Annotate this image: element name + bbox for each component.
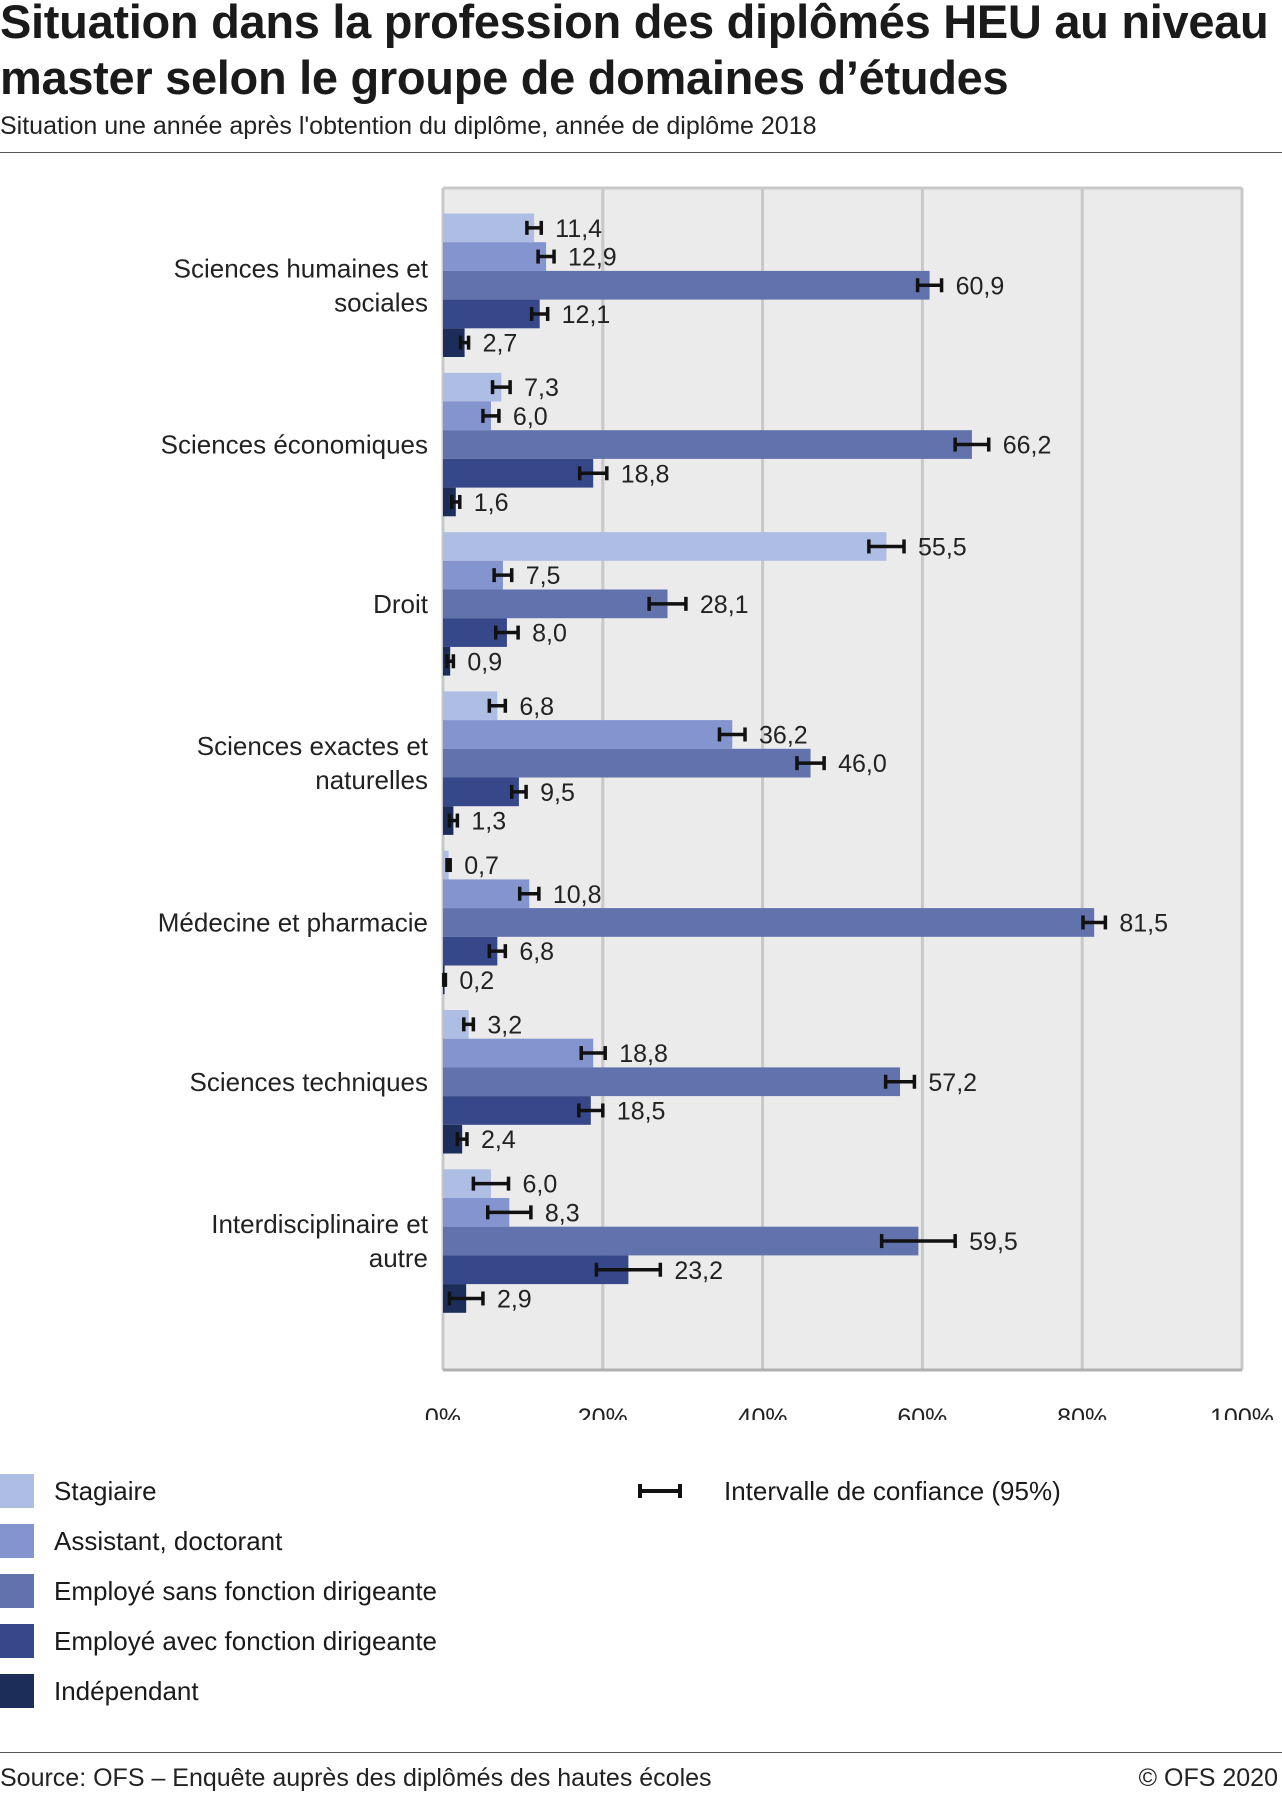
legend-item: Employé avec fonction dirigeante bbox=[0, 1624, 437, 1658]
bar bbox=[443, 908, 1095, 937]
bar bbox=[443, 1124, 463, 1154]
data-label: 10,8 bbox=[553, 881, 602, 909]
legend-label: Indépendant bbox=[54, 1676, 199, 1706]
data-label: 9,5 bbox=[540, 779, 575, 807]
legend-label: Assistant, doctorant bbox=[54, 1526, 283, 1556]
bar bbox=[443, 589, 668, 619]
x-tick-label: 20% bbox=[578, 1404, 628, 1420]
data-label: 36,2 bbox=[759, 721, 808, 749]
bar bbox=[443, 270, 930, 300]
plot-area bbox=[443, 188, 1242, 1370]
data-label: 28,1 bbox=[700, 591, 749, 619]
category-label: Médecine et pharmacie bbox=[158, 907, 428, 937]
x-tick-label: 0% bbox=[425, 1404, 461, 1420]
data-label: 2,9 bbox=[497, 1285, 532, 1313]
data-label: 60,9 bbox=[956, 272, 1005, 300]
bar bbox=[443, 1038, 594, 1068]
data-label: 8,0 bbox=[532, 620, 567, 648]
category-label: Sciences économiques bbox=[161, 430, 428, 460]
data-label: 0,9 bbox=[467, 648, 502, 676]
x-tick-label: 40% bbox=[738, 1404, 788, 1420]
data-label: 46,0 bbox=[838, 750, 887, 778]
data-label: 8,3 bbox=[545, 1199, 580, 1227]
bar bbox=[443, 299, 540, 329]
data-label: 1,3 bbox=[471, 808, 506, 836]
copyright-note: © OFS 2020 bbox=[1138, 1764, 1278, 1792]
ci-legend-label: Intervalle de confiance (95%) bbox=[724, 1476, 1061, 1506]
x-tick-label: 60% bbox=[897, 1404, 947, 1420]
bar bbox=[443, 242, 547, 271]
bar bbox=[443, 213, 535, 243]
data-label: 66,2 bbox=[1003, 432, 1052, 460]
bar bbox=[443, 748, 811, 778]
category-label: Sciences humaines et bbox=[174, 253, 429, 283]
bar bbox=[443, 1067, 901, 1097]
data-label: 7,3 bbox=[524, 374, 559, 402]
data-label: 0,7 bbox=[464, 852, 499, 880]
bar bbox=[443, 430, 972, 459]
data-label: 57,2 bbox=[928, 1069, 977, 1097]
category-label: Sciences techniques bbox=[190, 1067, 428, 1097]
header-divider bbox=[0, 152, 1282, 153]
chart-title: Situation dans la profession des diplômé… bbox=[0, 0, 1269, 104]
legend-swatch bbox=[0, 1624, 34, 1658]
category-label: Interdisciplinaire et bbox=[211, 1209, 429, 1239]
bar bbox=[443, 487, 456, 517]
data-label: 3,2 bbox=[487, 1011, 522, 1039]
data-label: 2,7 bbox=[483, 330, 518, 358]
legend-label: Stagiaire bbox=[54, 1476, 157, 1506]
data-label: 0,2 bbox=[459, 967, 494, 995]
data-label: 6,0 bbox=[513, 403, 548, 431]
data-label: 18,8 bbox=[621, 460, 670, 488]
legend-swatch bbox=[0, 1674, 34, 1708]
bar bbox=[443, 1226, 919, 1256]
data-label: 1,6 bbox=[474, 489, 509, 517]
footer-divider bbox=[0, 1752, 1282, 1753]
bar bbox=[443, 532, 887, 561]
bar bbox=[443, 328, 465, 357]
source-note: Source: OFS – Enquête auprès des diplômé… bbox=[0, 1764, 712, 1792]
data-label: 12,9 bbox=[568, 244, 617, 272]
legend-item: Indépendant bbox=[0, 1674, 199, 1708]
data-label: 55,5 bbox=[918, 533, 967, 561]
bar bbox=[443, 720, 733, 749]
data-label: 23,2 bbox=[674, 1257, 723, 1285]
category-label: Sciences exactes et bbox=[197, 731, 429, 761]
data-label: 81,5 bbox=[1119, 909, 1168, 937]
legend-item: Stagiaire bbox=[0, 1474, 157, 1508]
legend-label: Employé avec fonction dirigeante bbox=[54, 1626, 438, 1656]
bar bbox=[443, 1096, 591, 1125]
data-label: 6,8 bbox=[519, 693, 554, 721]
x-tick-label: 80% bbox=[1057, 1404, 1107, 1420]
category-label: autre bbox=[369, 1243, 428, 1273]
data-label: 2,4 bbox=[481, 1126, 516, 1154]
category-label: Droit bbox=[373, 589, 429, 619]
data-label: 18,5 bbox=[617, 1097, 666, 1125]
data-label: 6,8 bbox=[519, 938, 554, 966]
category-label: naturelles bbox=[315, 765, 428, 795]
bar-chart: 0% 20% 40% 60% 80% 100% Sciences humaines et so… bbox=[158, 186, 1274, 1420]
x-tick-label: 100% bbox=[1210, 1404, 1274, 1420]
chart-subtitle: Situation une année après l'obtention du… bbox=[0, 112, 817, 140]
data-label: 7,5 bbox=[526, 562, 561, 590]
legend-item: Assistant, doctorant bbox=[0, 1524, 282, 1558]
category-label: sociales bbox=[334, 287, 428, 317]
legend-swatch bbox=[0, 1574, 34, 1608]
data-label: 11,4 bbox=[555, 215, 602, 243]
legend-swatch bbox=[0, 1474, 34, 1508]
data-label: 6,0 bbox=[523, 1171, 558, 1199]
ci-legend-item: Intervalle de confiance (95%) bbox=[638, 1474, 1061, 1508]
data-label: 12,1 bbox=[562, 301, 611, 329]
bar bbox=[443, 879, 530, 909]
legend-item: Employé sans fonction dirigeante bbox=[0, 1574, 437, 1608]
legend-swatch bbox=[0, 1524, 34, 1558]
bar bbox=[443, 777, 519, 807]
data-label: 18,8 bbox=[619, 1040, 668, 1068]
legend-label: Employé sans fonction dirigeante bbox=[54, 1576, 438, 1606]
data-label: 59,5 bbox=[969, 1228, 1018, 1256]
bar bbox=[443, 458, 594, 488]
error-bar-icon bbox=[638, 1484, 682, 1498]
